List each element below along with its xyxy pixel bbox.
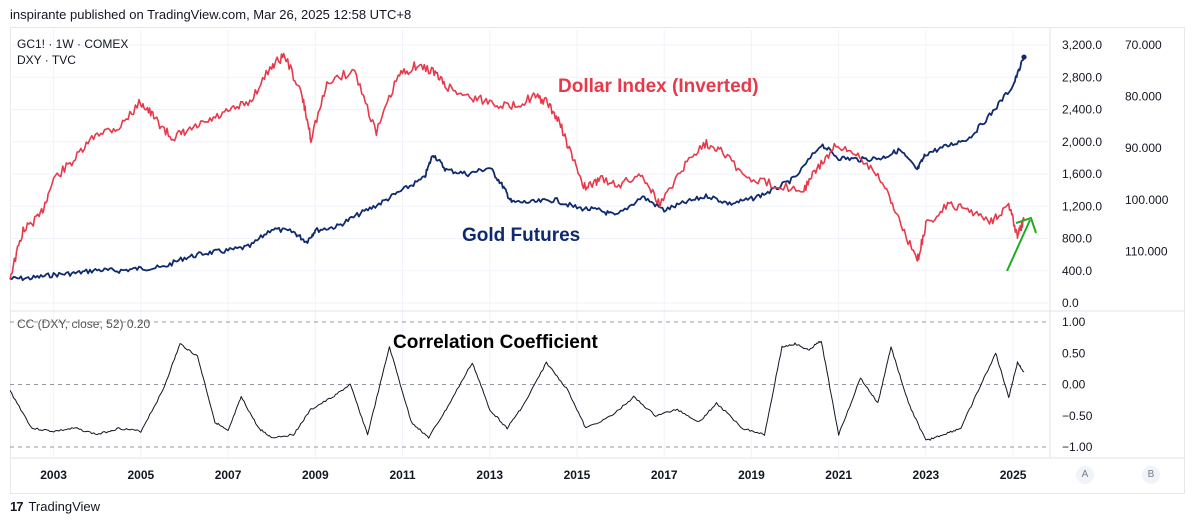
green-arrow-icon xyxy=(1006,219,1031,272)
dollar-index-annotation: Dollar Index (Inverted) xyxy=(558,76,759,97)
chart-frame xyxy=(10,27,1185,494)
x-tick-label: 2023 xyxy=(913,468,940,482)
cc-axis-tick-label: −1.00 xyxy=(1062,440,1093,454)
x-tick-label: 2007 xyxy=(215,468,242,482)
tradingview-logo-text: TradingView xyxy=(28,499,101,514)
legend-gold[interactable]: GC1! · 1W · COMEX xyxy=(17,37,129,51)
x-tick-label: 2025 xyxy=(1000,468,1027,482)
cc-axis-tick-label: 0.00 xyxy=(1062,378,1086,392)
cc-axis-tick-label: 1.00 xyxy=(1062,315,1086,329)
x-tick-label: 2005 xyxy=(127,468,154,482)
cc-axis-tick-label: −0.50 xyxy=(1062,409,1093,423)
green-arrow-head-icon xyxy=(1015,216,1037,234)
gold-axis-tick-label: 800.0 xyxy=(1062,232,1092,246)
x-tick-label: 2015 xyxy=(564,468,591,482)
x-tick-label: 2009 xyxy=(302,468,329,482)
x-tick-label: 2019 xyxy=(738,468,765,482)
gold-axis-tick-label: 1,600.0 xyxy=(1062,167,1102,181)
gold-axis-tick-label: 2,000.0 xyxy=(1062,135,1102,149)
scale-button-a[interactable]: A xyxy=(1076,466,1094,484)
dxy-axis-tick-label: 90.000 xyxy=(1125,141,1162,155)
cc-axis-tick-label: 0.50 xyxy=(1062,346,1086,360)
gold-axis-tick-label: 3,200.0 xyxy=(1062,38,1102,52)
dollar-series-layer xyxy=(9,52,1025,280)
x-tick-label: 2017 xyxy=(651,468,678,482)
scale-button-b[interactable]: B xyxy=(1142,466,1160,484)
gold-axis-tick-label: 2,400.0 xyxy=(1062,103,1102,117)
gold-futures-line xyxy=(9,56,1025,282)
x-tick-label: 2013 xyxy=(476,468,503,482)
dxy-axis-tick-label: 80.000 xyxy=(1125,90,1162,104)
gold-axis-tick-label: 1,200.0 xyxy=(1062,199,1102,213)
dollar-index-line xyxy=(9,52,1025,280)
x-tick-label: 2021 xyxy=(825,468,852,482)
tradingview-logo[interactable]: 17 TradingView xyxy=(10,499,100,514)
cc-series-layer xyxy=(9,340,1025,441)
dxy-axis-tick-label: 70.000 xyxy=(1125,38,1162,52)
grid-layer xyxy=(10,27,1185,459)
publisher-header: inspirante published on TradingView.com,… xyxy=(10,7,412,22)
gold-axis-tick-label: 400.0 xyxy=(1062,264,1092,278)
gold-axis-tick-label: 2,800.0 xyxy=(1062,70,1102,84)
legend-dxy[interactable]: DXY · TVC xyxy=(17,53,76,67)
correlation-annotation: Correlation Coefficient xyxy=(393,332,598,353)
annotation-layer: Dollar Index (Inverted) Gold Futures Corre… xyxy=(393,76,1037,353)
cc-legend[interactable]: CC (DXY, close, 52) 0.20 xyxy=(17,317,151,331)
x-tick-label: 2011 xyxy=(389,468,415,482)
gold-axis-tick-label: 0.0 xyxy=(1062,296,1079,310)
dxy-axis-tick-label: 110.000 xyxy=(1125,244,1168,258)
correlation-line xyxy=(9,340,1025,441)
gold-last-point xyxy=(1021,54,1027,60)
dxy-axis-tick-label: 100.000 xyxy=(1125,193,1169,207)
x-tick-label: 2003 xyxy=(40,468,67,482)
gold-series-layer xyxy=(9,54,1027,282)
axis-layer: 2003 2005 2007 2009 2011 2013 2015 2017 2019 2021… xyxy=(40,38,1168,482)
gold-futures-annotation: Gold Futures xyxy=(462,225,580,246)
tradingview-logo-icon: 17 xyxy=(10,499,24,514)
main-legend[interactable]: GC1! · 1W · COMEX DXY · TVC xyxy=(17,36,128,68)
